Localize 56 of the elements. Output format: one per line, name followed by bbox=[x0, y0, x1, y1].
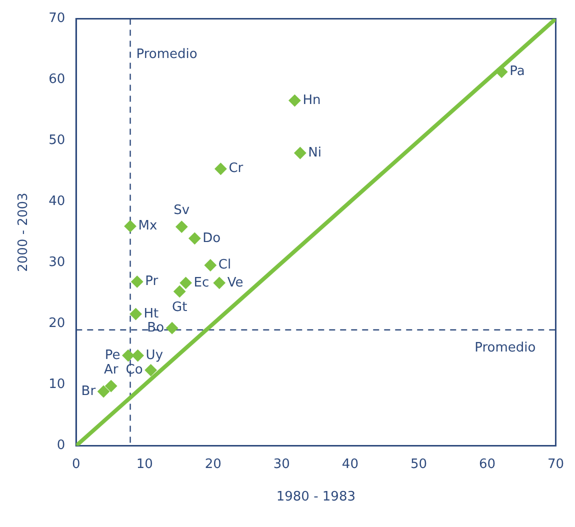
annotation: Pe bbox=[104, 348, 120, 363]
y-tick-label: 70 bbox=[48, 11, 66, 26]
annotation: Gt bbox=[172, 300, 188, 315]
x-tick-label: 50 bbox=[410, 456, 427, 472]
annotation: Hn bbox=[302, 92, 321, 108]
point bbox=[288, 94, 301, 107]
point bbox=[122, 350, 134, 362]
annotation: Co bbox=[126, 362, 143, 378]
point bbox=[176, 220, 188, 233]
annotation: Cr bbox=[228, 161, 244, 176]
point bbox=[174, 285, 186, 298]
y-tick-label: 40 bbox=[48, 194, 66, 210]
annotation: Pa bbox=[510, 64, 525, 80]
annotation: Ni bbox=[308, 145, 322, 160]
y-axis-title: 2000 - 2003 bbox=[16, 192, 32, 272]
x-tick-label: 0 bbox=[72, 456, 80, 472]
annotation: Do bbox=[202, 230, 221, 246]
annotation: Mx bbox=[138, 218, 158, 234]
x-tick-label: 10 bbox=[136, 456, 153, 472]
y-tick-label: 30 bbox=[48, 255, 66, 270]
x-tick-label: 70 bbox=[547, 456, 564, 472]
point bbox=[131, 276, 144, 288]
ref-line-label: Promedio bbox=[474, 340, 536, 356]
point bbox=[204, 259, 216, 272]
annotation: Ve bbox=[227, 275, 244, 290]
point bbox=[130, 308, 142, 320]
point bbox=[124, 220, 136, 232]
point bbox=[166, 322, 178, 334]
y-tick-label: 20 bbox=[48, 316, 66, 332]
point bbox=[294, 147, 306, 159]
point bbox=[98, 386, 110, 398]
point bbox=[213, 276, 226, 289]
annotation: Br bbox=[81, 384, 96, 399]
y-tick-label: 10 bbox=[48, 377, 66, 392]
annotation: Ec bbox=[194, 275, 210, 290]
point bbox=[144, 364, 157, 376]
ref-line-label: Promedio bbox=[136, 47, 198, 62]
y-tick-label: 50 bbox=[48, 133, 66, 148]
y-tick-label: 60 bbox=[48, 72, 66, 88]
point bbox=[180, 276, 192, 289]
annotation: Uy bbox=[146, 348, 164, 363]
annotation: Cl bbox=[218, 258, 232, 273]
annotation: Ht bbox=[144, 306, 159, 322]
point bbox=[132, 350, 144, 362]
point bbox=[105, 380, 118, 392]
point bbox=[188, 232, 201, 244]
x-axis-title: 1980 - 1983 bbox=[276, 490, 356, 505]
x-tick-label: 60 bbox=[478, 456, 496, 472]
point bbox=[214, 162, 227, 175]
x-tick-label: 30 bbox=[273, 456, 290, 472]
annotation: Pr bbox=[145, 274, 159, 290]
x-tick-label: 20 bbox=[204, 456, 222, 472]
annotation: Ar bbox=[104, 362, 119, 378]
x-tick-label: 40 bbox=[342, 456, 358, 472]
annotation: Sv bbox=[174, 203, 190, 218]
y-tick-label: 0 bbox=[56, 438, 66, 454]
